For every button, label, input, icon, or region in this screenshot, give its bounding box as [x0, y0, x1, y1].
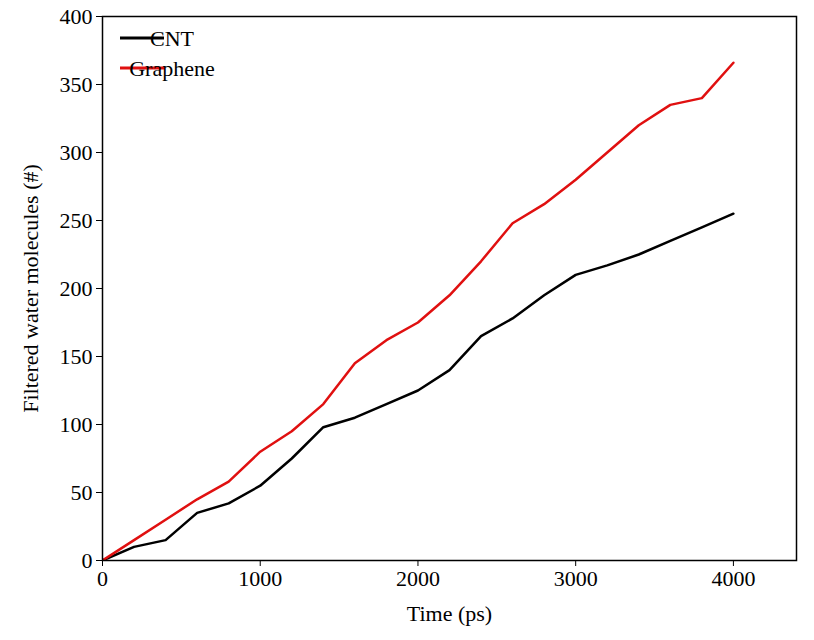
svg-text:CNT: CNT: [150, 26, 195, 51]
svg-text:2000: 2000: [396, 566, 440, 591]
svg-text:3000: 3000: [554, 566, 598, 591]
svg-text:400: 400: [60, 4, 93, 29]
svg-text:350: 350: [60, 72, 93, 97]
svg-text:Graphene: Graphene: [129, 56, 215, 81]
svg-text:200: 200: [60, 276, 93, 301]
svg-text:100: 100: [60, 412, 93, 437]
svg-text:Filtered water molecules (#): Filtered water molecules (#): [18, 164, 43, 413]
svg-text:4000: 4000: [711, 566, 755, 591]
svg-text:0: 0: [82, 548, 93, 573]
svg-text:0: 0: [97, 566, 108, 591]
svg-text:50: 50: [71, 480, 93, 505]
svg-text:300: 300: [60, 140, 93, 165]
svg-text:Time (ps): Time (ps): [407, 601, 492, 626]
svg-text:250: 250: [60, 208, 93, 233]
svg-text:150: 150: [60, 344, 93, 369]
svg-text:1000: 1000: [238, 566, 282, 591]
